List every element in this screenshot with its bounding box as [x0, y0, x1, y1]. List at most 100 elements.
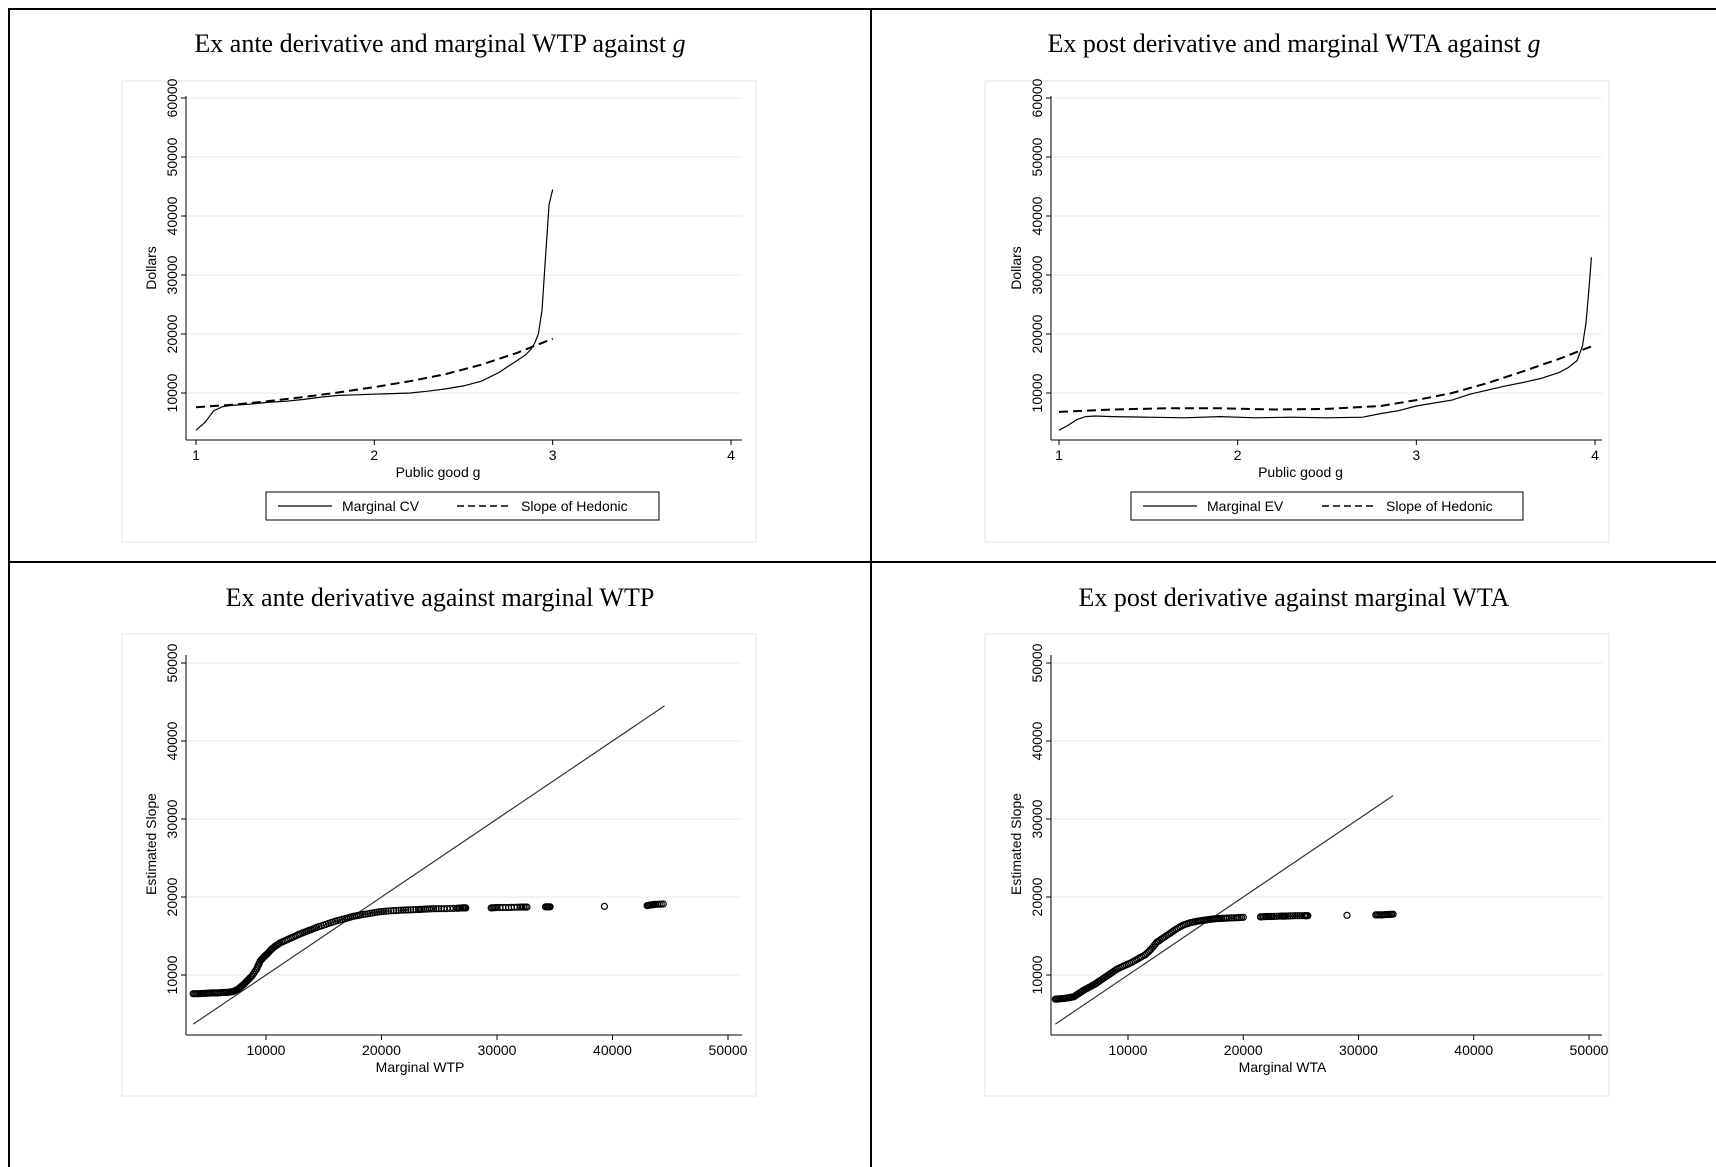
grid-divider-horizontal [8, 561, 1716, 563]
x-axis-title: Marginal WTP [376, 1059, 465, 1075]
scatter-point [407, 906, 415, 914]
y-tick-label: 50000 [164, 137, 180, 176]
reference-line-45deg [192, 705, 665, 1025]
panel-title-text: Ex post derivative and marginal WTA agai… [1047, 29, 1528, 58]
x-tick-label: 1 [1055, 447, 1063, 463]
scatter-point [499, 903, 507, 912]
x-tick-label: 30000 [478, 1042, 517, 1058]
scatter-point [457, 904, 465, 912]
scatter-point [1293, 912, 1302, 920]
panel-title: Ex post derivative and marginal WTA agai… [872, 29, 1716, 59]
scatter-point [432, 905, 440, 913]
x-axis-title: Public good g [1258, 464, 1343, 480]
x-tick-label: 30000 [1339, 1042, 1378, 1058]
scatter-point [1387, 910, 1396, 918]
scatter-point [461, 904, 469, 912]
y-tick-label: 10000 [1029, 955, 1045, 994]
scatter-point [600, 902, 609, 911]
scatter-point [295, 930, 303, 939]
x-tick-label: 3 [1412, 447, 1420, 463]
plot-frame [121, 633, 757, 1097]
scatter-point [373, 908, 381, 916]
x-tick-label: 50000 [1570, 1042, 1609, 1058]
series-line-marginal [195, 189, 554, 431]
scatter-point [1225, 914, 1234, 922]
y-tick-label: 20000 [164, 314, 180, 353]
scatter-point [650, 900, 659, 909]
y-tick-label: 30000 [1029, 799, 1045, 838]
x-tick-label: 3 [549, 447, 557, 463]
scatter-point [311, 924, 319, 932]
scatter-point [387, 907, 395, 915]
x-tick-label: 2 [1234, 447, 1242, 463]
scatter-point [435, 905, 443, 913]
x-tick-label: 50000 [709, 1042, 748, 1058]
figure-grid [8, 8, 1716, 1167]
scatter-point [1298, 912, 1306, 920]
scatter-point [545, 903, 553, 911]
scatter-point [252, 966, 260, 975]
scatter-point [521, 903, 529, 911]
panel-title-variable: g [672, 29, 686, 58]
x-tick-label: 20000 [1224, 1042, 1263, 1058]
panel-title: Ex ante derivative against marginal WTP [10, 583, 870, 613]
reference-line-45deg [1055, 795, 1394, 1025]
scatter-point [1270, 912, 1279, 921]
scatter-point [338, 915, 346, 924]
legend-label: Slope of Hedonic [521, 498, 628, 514]
x-axis-title: Marginal WTA [1239, 1059, 1327, 1075]
y-axis-title: Dollars [1008, 246, 1024, 290]
scatter-point [492, 903, 500, 912]
scatter-point [1286, 912, 1295, 920]
scatter-point [1289, 912, 1297, 920]
y-axis-title: Dollars [143, 246, 159, 290]
panel-title-variable: g [1527, 29, 1541, 58]
y-axis-title: Estimated Slope [143, 793, 159, 895]
scatter-point [1303, 912, 1311, 920]
y-tick-label: 30000 [1029, 255, 1045, 294]
x-tick-label: 20000 [362, 1042, 401, 1058]
scatter-point [1144, 948, 1152, 956]
scatter-point [409, 906, 417, 914]
scatter-point [510, 903, 518, 911]
panel-bottom-right: Ex post derivative against marginal WTA [872, 563, 1716, 1167]
series-line-marginal [1058, 257, 1592, 431]
y-tick-label: 60000 [1029, 78, 1045, 117]
scatter-point [404, 906, 412, 914]
scatter-point [194, 990, 202, 998]
scatter-point [224, 988, 232, 996]
panel-bottom-left: Ex ante derivative against marginal WTP [10, 563, 870, 1167]
y-tick-label: 20000 [1029, 877, 1045, 916]
y-tick-label: 10000 [164, 955, 180, 994]
scatter-point [1237, 913, 1246, 922]
scatter-point [303, 927, 311, 935]
scatter-point [329, 918, 337, 926]
y-tick-label: 40000 [1029, 721, 1045, 760]
scatter-point [1132, 955, 1141, 964]
grid-divider-vertical [870, 8, 872, 1167]
series-line-hedonic-slope [1058, 345, 1592, 413]
scatter-point [246, 974, 254, 982]
scatter-point [1343, 911, 1351, 919]
scatter-point [320, 921, 328, 929]
y-tick-label: 40000 [164, 196, 180, 235]
y-tick-label: 10000 [164, 373, 180, 412]
scatter-point [355, 911, 363, 919]
scatter-point [1215, 914, 1223, 923]
scatter-point [397, 906, 405, 914]
scatter-point [377, 907, 386, 916]
scatter-point [427, 905, 436, 913]
scatter-point [1150, 942, 1158, 950]
scatter-point [657, 900, 665, 908]
y-tick-label: 30000 [164, 799, 180, 838]
x-tick-label: 40000 [593, 1042, 632, 1058]
y-tick-label: 50000 [1029, 643, 1045, 682]
legend-label: Slope of Hedonic [1386, 498, 1493, 514]
scatter-point [390, 906, 398, 915]
scatter-point [364, 910, 372, 918]
scatter-point [399, 906, 407, 914]
plot-frame [984, 80, 1610, 543]
x-tick-label: 2 [370, 447, 378, 463]
